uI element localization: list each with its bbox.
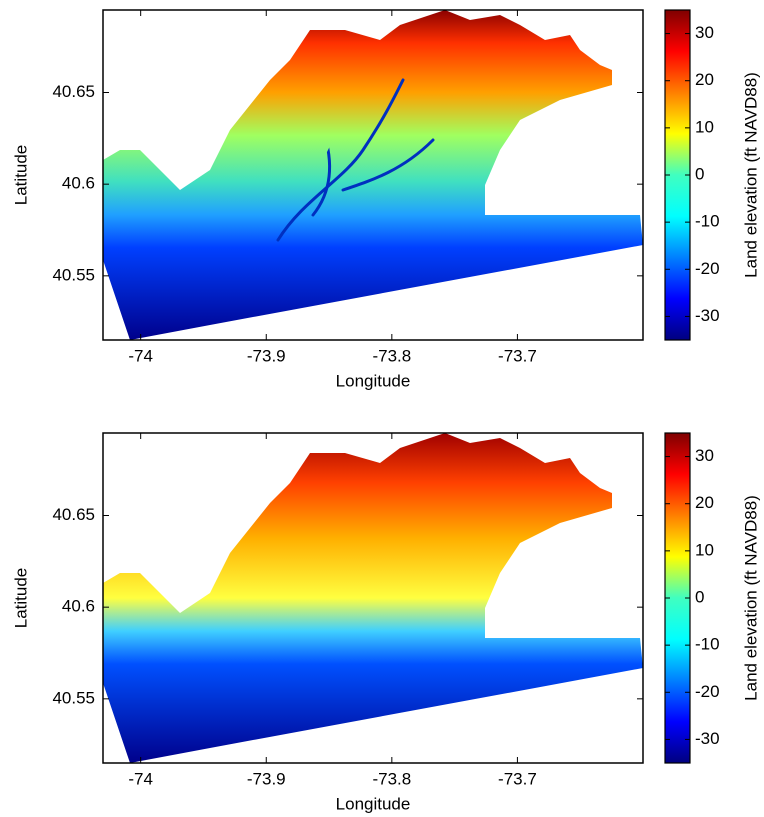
y-axis-label: Latitude bbox=[11, 145, 30, 206]
colorbar-tick-label: 0 bbox=[695, 587, 704, 606]
x-tick-label: -73.9 bbox=[247, 769, 286, 788]
elevation-surface bbox=[103, 10, 643, 340]
colorbar-tick-label: 30 bbox=[695, 446, 714, 465]
x-tick-label: -73.9 bbox=[247, 346, 286, 365]
colorbar-tick-label: 0 bbox=[695, 164, 704, 183]
plot-frame bbox=[102, 432, 644, 764]
x-tick-label: -73.8 bbox=[372, 769, 411, 788]
x-tick-label: -73.8 bbox=[372, 346, 411, 365]
colorbar-tick-label: -30 bbox=[695, 306, 720, 325]
x-axis-label: Longitude bbox=[336, 371, 411, 390]
x-tick-label: -74 bbox=[128, 769, 153, 788]
y-tick-label: 40.65 bbox=[52, 505, 95, 524]
x-tick-label: -73.7 bbox=[498, 346, 537, 365]
y-axis-label: Latitude bbox=[11, 568, 30, 629]
colorbar-label: Land elevation (ft NAVD88) bbox=[741, 72, 760, 278]
colorbar-tick-label: 20 bbox=[695, 70, 714, 89]
colorbar-tick-label: -20 bbox=[695, 259, 720, 278]
y-tick-label: 40.55 bbox=[52, 265, 95, 284]
y-tick-label: 40.65 bbox=[52, 82, 95, 101]
x-axis-label: Longitude bbox=[336, 794, 411, 813]
x-tick-label: -73.7 bbox=[498, 769, 537, 788]
colorbar-tick-label: 10 bbox=[695, 540, 714, 559]
map-panel: -74 -73.9 -73.8 -73.7 40.55 40.6 40.65 Longitud… bbox=[11, 9, 760, 390]
colorbar-tick-label: 30 bbox=[695, 23, 714, 42]
y-tick-label: 40.55 bbox=[52, 688, 95, 707]
plot-frame bbox=[102, 9, 644, 341]
channel bbox=[341, 138, 435, 192]
y-tick-label: 40.6 bbox=[62, 174, 95, 193]
colorbar-tick-label: -10 bbox=[695, 212, 720, 231]
colorbar-tick-label: -20 bbox=[695, 682, 720, 701]
x-tick-label: -74 bbox=[128, 346, 153, 365]
colorbar-label: Land elevation (ft NAVD88) bbox=[741, 495, 760, 701]
channel bbox=[276, 78, 405, 242]
colorbar-tick-label: 20 bbox=[695, 493, 714, 512]
colorbar-tick-label: -30 bbox=[695, 729, 720, 748]
colorbar-tick-label: -10 bbox=[695, 635, 720, 654]
map-panel: -74 -73.9 -73.8 -73.7 40.55 40.6 40.65 Longitud… bbox=[11, 432, 760, 813]
colorbar-tick-label: 10 bbox=[695, 117, 714, 136]
elevation-surface bbox=[103, 433, 643, 763]
y-tick-label: 40.6 bbox=[62, 597, 95, 616]
